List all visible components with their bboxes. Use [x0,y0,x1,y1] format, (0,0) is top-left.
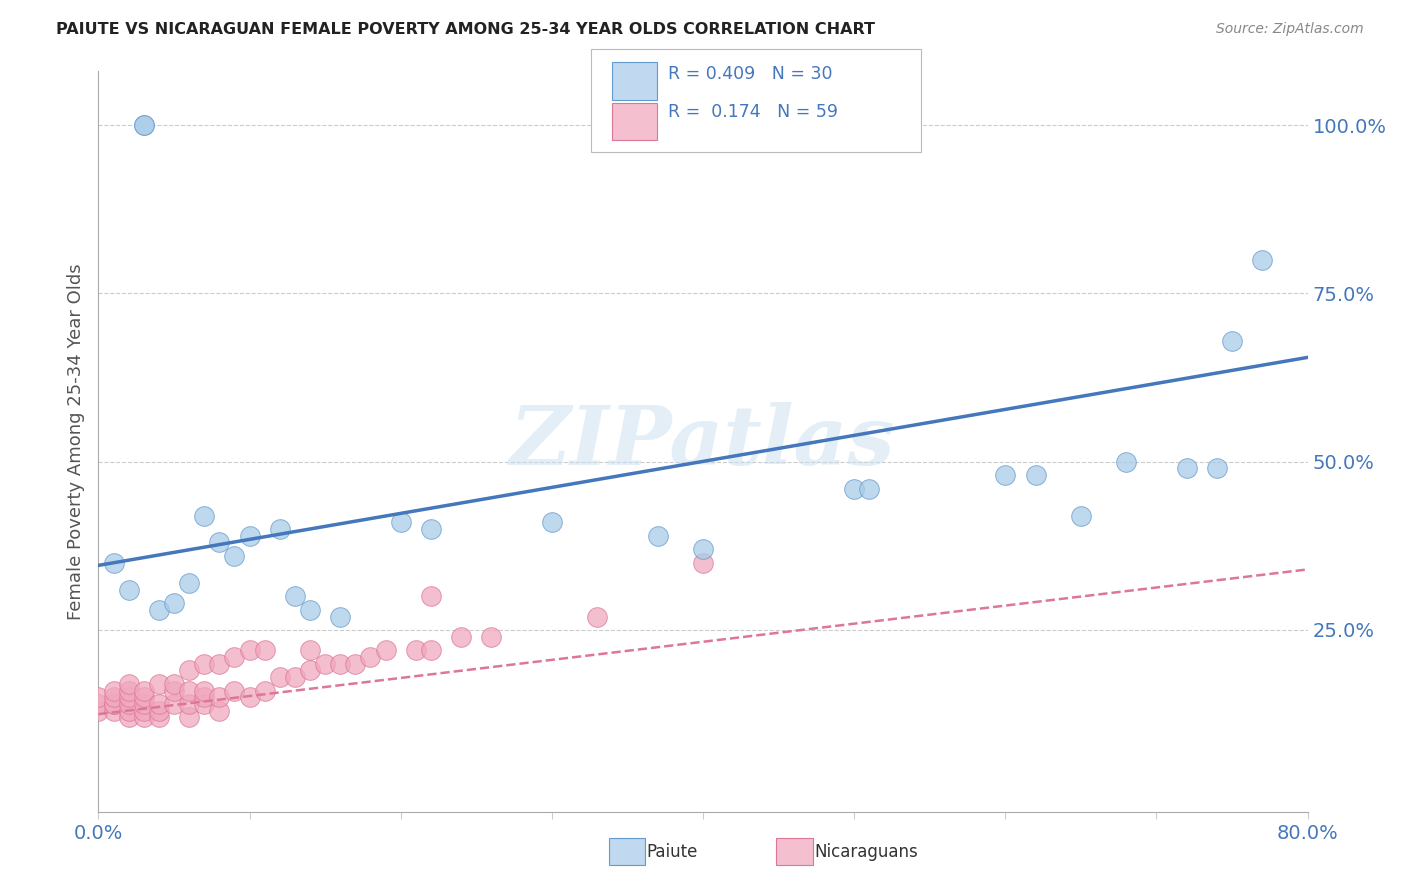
Point [148,677,170,691]
Point [208,535,231,549]
Point [450,630,472,644]
Point [1220,334,1243,348]
Point [118,697,141,711]
Point [87,704,110,718]
Point [239,643,262,657]
Point [179,710,201,724]
Point [329,657,352,671]
Point [132,690,155,705]
Point [132,118,155,132]
Point [481,630,503,644]
Point [118,677,141,691]
Point [1206,461,1229,475]
Point [284,670,307,684]
Point [118,690,141,705]
Point [179,697,201,711]
Point [163,677,186,691]
Point [193,657,215,671]
Point [118,704,141,718]
Point [360,649,382,664]
Point [224,549,246,563]
Text: PAIUTE VS NICARAGUAN FEMALE POVERTY AMONG 25-34 YEAR OLDS CORRELATION CHART: PAIUTE VS NICARAGUAN FEMALE POVERTY AMON… [56,22,876,37]
Point [193,683,215,698]
Text: R = 0.409   N = 30: R = 0.409 N = 30 [668,65,832,83]
Point [132,710,155,724]
Point [87,690,110,705]
Point [692,556,714,570]
Point [540,516,562,530]
Point [1175,461,1198,475]
Y-axis label: Female Poverty Among 25-34 Year Olds: Female Poverty Among 25-34 Year Olds [66,263,84,620]
Text: R =  0.174   N = 59: R = 0.174 N = 59 [668,103,838,120]
Point [208,657,231,671]
Point [420,643,443,657]
Point [224,683,246,698]
Text: Source: ZipAtlas.com: Source: ZipAtlas.com [1216,22,1364,37]
Point [586,609,609,624]
Point [692,542,714,557]
Point [118,710,141,724]
Point [193,697,215,711]
Point [103,704,125,718]
Point [148,603,170,617]
Point [1115,455,1137,469]
Point [253,643,276,657]
Point [239,529,262,543]
Point [1070,508,1092,523]
Point [224,649,246,664]
Point [405,643,427,657]
Point [420,590,443,604]
Point [132,683,155,698]
Point [1024,468,1046,483]
Point [193,690,215,705]
Point [314,657,336,671]
Point [420,522,443,536]
Point [163,697,186,711]
Point [344,657,367,671]
Point [284,590,307,604]
Point [179,575,201,590]
Point [103,697,125,711]
Point [208,690,231,705]
Point [87,697,110,711]
Point [132,697,155,711]
Point [858,482,880,496]
Point [179,664,201,678]
Point [208,704,231,718]
Point [118,683,141,698]
Point [389,516,412,530]
Point [374,643,396,657]
Point [103,683,125,698]
Point [994,468,1017,483]
Text: Paiute: Paiute [647,843,699,861]
Point [1251,252,1274,267]
Text: Nicaraguans: Nicaraguans [814,843,918,861]
Text: ZIPatlas: ZIPatlas [510,401,896,482]
Point [103,697,125,711]
Point [299,664,322,678]
Point [269,670,291,684]
Point [163,596,186,610]
Point [179,683,201,698]
Point [299,603,322,617]
Point [269,522,291,536]
Point [299,643,322,657]
Point [103,556,125,570]
Point [132,118,155,132]
Point [647,529,669,543]
Point [103,690,125,705]
Point [193,508,215,523]
Point [329,609,352,624]
Point [253,683,276,698]
Point [844,482,866,496]
Point [239,690,262,705]
Point [132,704,155,718]
Point [148,697,170,711]
Point [148,710,170,724]
Point [163,683,186,698]
Point [118,582,141,597]
Point [148,704,170,718]
